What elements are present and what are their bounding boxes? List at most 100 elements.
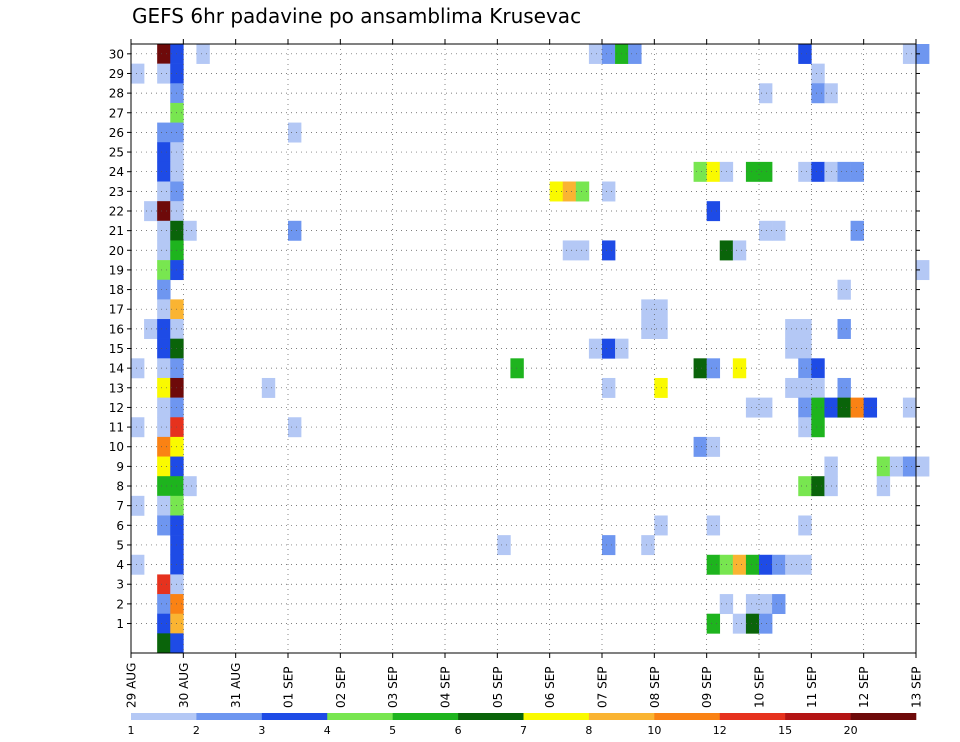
heat-cell (706, 358, 721, 379)
heat-cell (157, 397, 171, 418)
heat-cell (916, 260, 930, 281)
heat-cell (144, 319, 158, 339)
heat-cell (510, 358, 524, 379)
y-tick-label: 16 (109, 322, 124, 336)
heat-cell (798, 377, 812, 398)
colorbar-segment (523, 713, 590, 720)
heat-cell (157, 161, 171, 182)
heat-cell (288, 122, 302, 143)
heat-cell (759, 554, 773, 575)
y-tick-label: 22 (109, 204, 124, 218)
chart-title: GEFS 6hr padavine po ansamblima Krusevac (132, 4, 582, 28)
heat-cell (641, 299, 655, 320)
y-tick-label: 13 (109, 381, 124, 395)
heat-cell (575, 181, 590, 202)
heat-cell (157, 338, 171, 359)
heat-cell (811, 476, 825, 497)
y-tick-label: 23 (109, 185, 124, 199)
heat-cell (798, 476, 812, 497)
colorbar-segment (719, 713, 786, 720)
y-tick-label: 7 (116, 499, 124, 513)
y-tick-label: 4 (116, 558, 124, 572)
heat-cell (706, 554, 721, 575)
x-tick-label: 12 SEP (857, 666, 871, 708)
colorbar-label: 12 (713, 724, 727, 737)
colorbar-label: 6 (455, 724, 462, 737)
colorbar-label: 20 (844, 724, 858, 737)
heat-cell (798, 319, 812, 339)
colorbar-label: 1 (128, 724, 135, 737)
heat-cell (837, 319, 851, 339)
heat-cell (157, 299, 171, 320)
colorbar-label: 10 (647, 724, 661, 737)
colorbar-segment (850, 713, 917, 720)
y-tick-label: 19 (109, 263, 124, 277)
colorbar-segment (785, 713, 851, 720)
colorbar-segment (196, 713, 263, 720)
x-tick-label: 11 SEP (805, 666, 819, 708)
heat-cell (261, 377, 276, 398)
x-tick-label: 10 SEP (753, 666, 767, 708)
heat-cell (706, 613, 721, 634)
y-tick-label: 14 (109, 362, 124, 376)
x-tick-label: 04 SEP (439, 666, 453, 708)
heat-cell (693, 161, 707, 182)
x-tick-label: 30 AUG (177, 663, 191, 708)
heat-cell (602, 240, 616, 261)
heat-cell (157, 613, 171, 634)
heat-cell (850, 161, 864, 182)
heat-cell (798, 515, 812, 536)
heat-cell (759, 83, 773, 104)
heat-cell (732, 358, 747, 379)
x-tick-label: 08 SEP (648, 666, 662, 708)
heat-cell (811, 358, 825, 379)
heat-cell (772, 594, 786, 615)
heat-cell (837, 377, 851, 398)
y-tick-label: 27 (109, 106, 124, 120)
heat-cell (157, 476, 171, 497)
colorbar-segment (458, 713, 524, 720)
heat-cell (811, 397, 825, 418)
heat-cell (183, 220, 197, 241)
heat-cell (706, 161, 721, 182)
heat-cell (798, 44, 812, 64)
heat-cell (850, 397, 864, 418)
heat-cell (196, 44, 210, 64)
heat-cell (811, 63, 825, 84)
heat-cell (850, 220, 864, 241)
heat-cell (916, 44, 930, 64)
heat-cell (811, 83, 825, 104)
heat-cell (798, 338, 812, 359)
heat-cell (157, 377, 171, 398)
heat-cell (157, 122, 171, 143)
heat-cell (157, 44, 171, 64)
heat-cell (157, 495, 171, 516)
x-tick-label: 13 SEP (910, 666, 924, 708)
heat-cell (693, 436, 707, 457)
y-tick-label: 10 (109, 440, 124, 454)
heat-cell (157, 279, 171, 300)
heat-cell (902, 456, 917, 477)
heat-cell (798, 554, 812, 575)
heat-cell (157, 220, 171, 241)
heat-cell (732, 240, 747, 261)
y-tick-label: 17 (109, 303, 124, 317)
heat-cell (131, 358, 145, 379)
colorbar-segment (392, 713, 459, 720)
y-tick-label: 25 (109, 146, 124, 160)
y-tick-label: 24 (109, 165, 124, 179)
heat-cell (157, 574, 171, 595)
heat-cell (628, 44, 642, 64)
heat-cell (157, 181, 171, 202)
x-tick-label: 06 SEP (543, 666, 557, 708)
heat-cell (837, 279, 851, 300)
heat-cell (772, 554, 786, 575)
y-tick-label: 29 (109, 67, 124, 81)
heat-cell (759, 613, 773, 634)
colorbar-label: 7 (520, 724, 527, 737)
heat-cell (745, 397, 760, 418)
y-tick-label: 9 (116, 460, 124, 474)
colorbar-label: 4 (324, 724, 331, 737)
heat-cell (288, 417, 302, 438)
